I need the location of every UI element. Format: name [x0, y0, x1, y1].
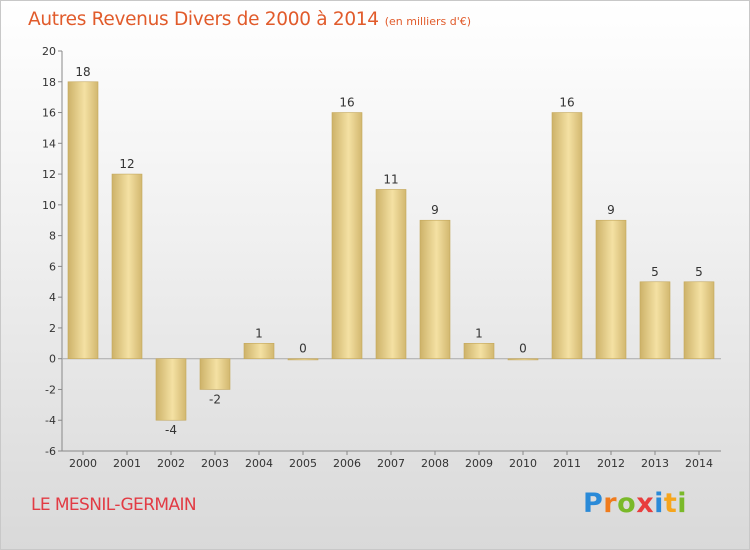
proxiti-logo: Proxiti	[583, 488, 688, 519]
x-tick-label: 2003	[201, 457, 229, 470]
x-tick-label: 2009	[465, 457, 493, 470]
bar	[551, 112, 583, 359]
y-tick-label: 14	[42, 137, 56, 150]
value-label: 16	[559, 96, 574, 110]
y-tick-label: 0	[49, 353, 56, 366]
value-label: 5	[651, 265, 659, 279]
x-tick-label: 2001	[113, 457, 141, 470]
value-label: 9	[607, 203, 615, 217]
x-tick-label: 2010	[509, 457, 537, 470]
x-tick-label: 2004	[245, 457, 273, 470]
x-tick-label: 2000	[69, 457, 97, 470]
y-tick-label: 2	[49, 322, 56, 335]
x-tick-label: 2005	[289, 457, 317, 470]
bar	[375, 189, 407, 359]
x-tick-label: 2008	[421, 457, 449, 470]
bar	[67, 81, 99, 359]
value-label: 18	[75, 65, 90, 79]
value-label: 0	[299, 342, 307, 356]
value-label: 5	[695, 265, 703, 279]
value-label: 9	[431, 203, 439, 217]
chart-title: Autres Revenus Divers de 2000 à 2014	[28, 9, 379, 30]
place-name: LE MESNIL-GERMAIN	[31, 495, 197, 515]
y-tick-label: 8	[49, 230, 56, 243]
x-tick-label: 2006	[333, 457, 361, 470]
chart-title-block: Autres Revenus Divers de 2000 à 2014 (en …	[28, 9, 471, 30]
bar-layer	[67, 81, 715, 421]
bar	[419, 219, 451, 359]
bar	[243, 343, 275, 359]
bar	[683, 281, 715, 359]
value-label: 1	[255, 326, 263, 340]
y-tick-label: 12	[42, 168, 56, 181]
bar	[199, 358, 231, 390]
bar	[111, 173, 143, 359]
y-tick-label: 6	[49, 260, 56, 273]
bar	[463, 343, 495, 359]
y-tick-label: 10	[42, 199, 56, 212]
chart-subtitle: (en milliers d'€)	[384, 15, 472, 28]
value-label: 16	[339, 96, 354, 110]
y-tick-label: 18	[42, 76, 56, 89]
x-tick-label: 2002	[157, 457, 185, 470]
x-tick-label: 2013	[641, 457, 669, 470]
bar	[287, 358, 319, 361]
x-tick-label: 2007	[377, 457, 405, 470]
x-tick-label: 2011	[553, 457, 581, 470]
value-label: -2	[209, 392, 221, 406]
y-tick-label: 4	[49, 291, 56, 304]
y-tick-label: -2	[45, 383, 56, 396]
value-label: 11	[383, 172, 398, 186]
label-layer: 18 12 -4 -2 1 0 16 11 9 1 0 16 9 5 5	[75, 65, 702, 437]
x-tick-label: 2014	[685, 457, 713, 470]
value-label: 0	[519, 342, 527, 356]
y-tick-label: 20	[42, 45, 56, 58]
bar	[595, 219, 627, 359]
y-tick-label: -6	[45, 445, 56, 458]
bar	[639, 281, 671, 359]
y-tick-label: -4	[45, 414, 56, 427]
value-label: 1	[475, 326, 483, 340]
bar	[155, 358, 187, 421]
x-tick-label: 2012	[597, 457, 625, 470]
value-label: 12	[119, 157, 134, 171]
value-label: -4	[165, 423, 177, 437]
bar	[331, 112, 363, 359]
bar	[507, 358, 539, 361]
y-tick-label: 16	[42, 107, 56, 120]
